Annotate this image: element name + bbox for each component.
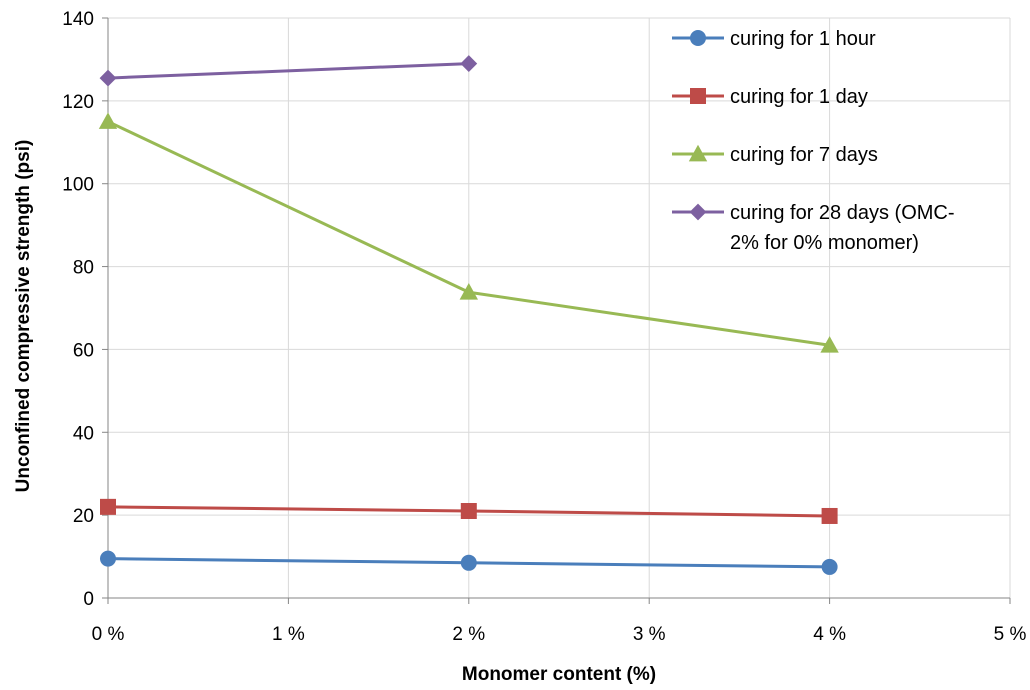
data-point-triangle <box>459 283 478 300</box>
tick-labels: 0 20 40 60 80 100 120 140 0 % 1 % 2 % 3 % 4 % 5 % <box>62 9 1026 645</box>
y-tick-label: 60 <box>73 340 94 361</box>
x-tick-label: 4 % <box>813 624 846 645</box>
x-axis-title: Monomer content (%) <box>462 664 656 685</box>
legend-item: curing for 28 days (OMC- 2% for 0% monome… <box>672 202 955 254</box>
y-tick-label: 140 <box>62 9 94 30</box>
legend-item: curing for 7 days <box>672 144 878 166</box>
x-tick-label: 1 % <box>272 624 305 645</box>
data-point-triangle <box>820 336 839 353</box>
legend-label: curing for 28 days (OMC- <box>730 202 955 224</box>
y-axis-title: Unconfined compressive strength (psi) <box>13 140 34 493</box>
data-point-circle <box>460 554 477 571</box>
series-1 <box>100 550 838 575</box>
data-point-square <box>460 503 477 519</box>
x-tick-label: 3 % <box>633 624 666 645</box>
legend-marker-square <box>690 88 706 104</box>
legend-label: curing for 1 day <box>730 86 868 108</box>
data-point-triangle <box>98 112 118 129</box>
data-point-square <box>100 498 116 515</box>
series-3 <box>98 112 839 353</box>
y-tick-label: 0 <box>83 589 94 610</box>
legend: curing for 1 hour curing for 1 day curing … <box>672 28 955 254</box>
x-tick-label: 5 % <box>994 624 1027 645</box>
legend-marker-diamond <box>689 203 707 221</box>
data-point-circle <box>821 558 838 575</box>
y-tick-label: 120 <box>62 92 94 113</box>
data-point-circle <box>100 550 116 567</box>
y-tick-label: 20 <box>73 506 94 527</box>
x-tick-label: 2 % <box>452 624 485 645</box>
legend-label: 2% for 0% monomer) <box>730 232 919 254</box>
legend-marker-circle <box>690 30 706 46</box>
x-tick-label: 0 % <box>92 624 125 645</box>
legend-label: curing for 7 days <box>730 144 878 166</box>
legend-label: curing for 1 hour <box>730 28 876 50</box>
y-tick-label: 80 <box>73 258 94 279</box>
series-line <box>107 62 469 80</box>
series-4 <box>99 55 478 87</box>
data-point-square <box>821 507 838 524</box>
data-point-diamond <box>99 69 117 87</box>
series-2 <box>100 498 838 524</box>
legend-marker-triangle <box>688 144 708 162</box>
y-tick-label: 100 <box>62 175 94 196</box>
gridlines <box>108 17 1011 598</box>
legend-item: curing for 1 hour <box>672 28 876 50</box>
legend-item: curing for 1 day <box>672 86 868 108</box>
data-point-diamond <box>460 55 478 72</box>
y-tick-label: 40 <box>73 423 94 444</box>
